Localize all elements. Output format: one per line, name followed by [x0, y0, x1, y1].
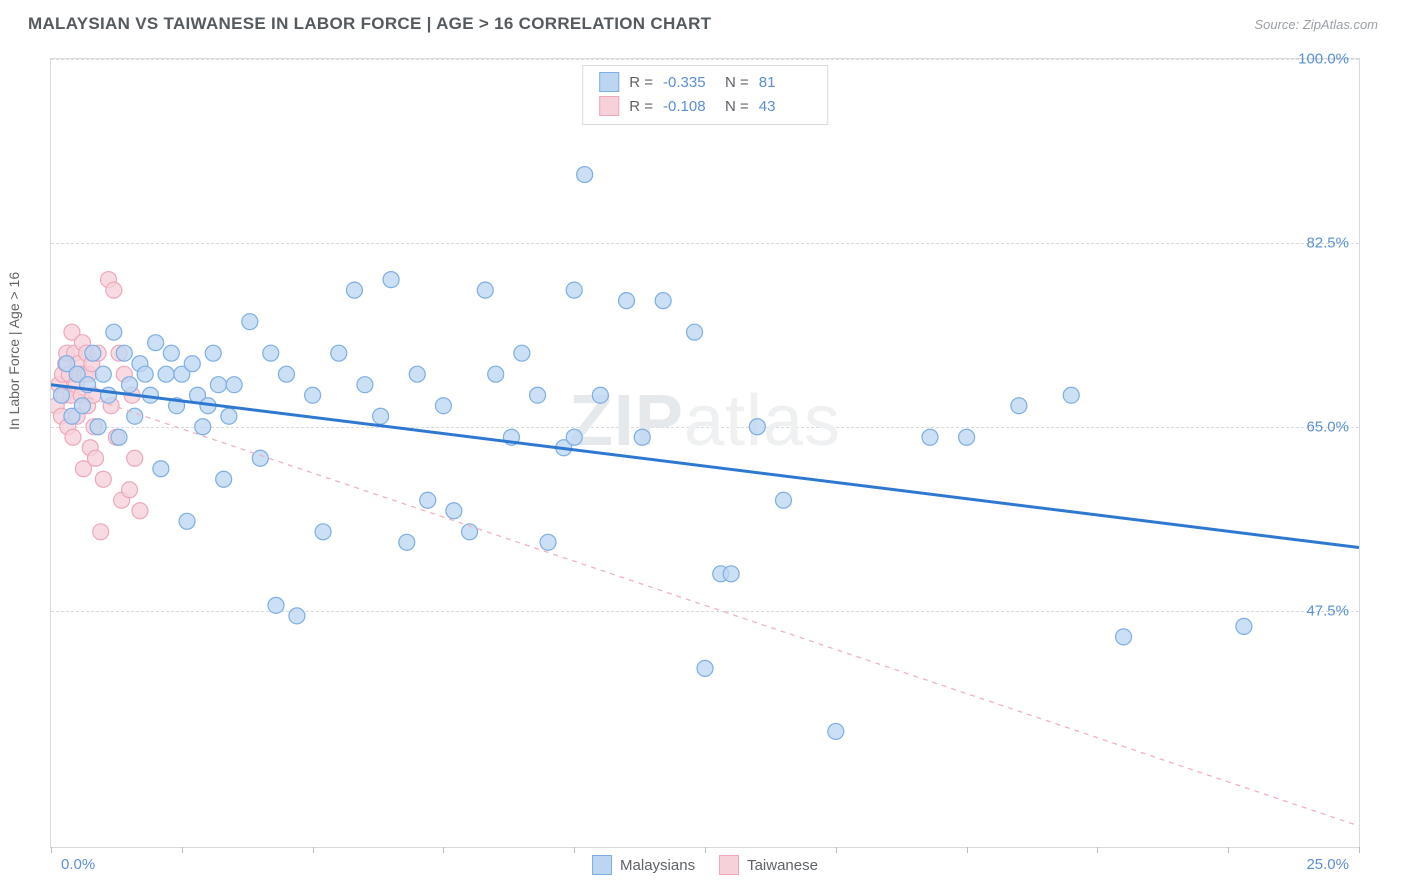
- swatch-pink-icon: [719, 855, 739, 875]
- x-tick: [1359, 847, 1360, 853]
- swatch-blue-icon: [592, 855, 612, 875]
- series-legend: Malaysians Taiwanese: [592, 855, 818, 875]
- x-tick: [705, 847, 706, 853]
- x-tick: [182, 847, 183, 853]
- source-label: Source: ZipAtlas.com: [1254, 17, 1378, 32]
- legend-item-taiwanese: Taiwanese: [719, 855, 818, 875]
- chart-header: MALAYSIAN VS TAIWANESE IN LABOR FORCE | …: [0, 0, 1406, 44]
- x-tick: [443, 847, 444, 853]
- swatch-pink-icon: [599, 96, 619, 116]
- swatch-blue-icon: [599, 72, 619, 92]
- x-tick: [836, 847, 837, 853]
- y-axis-label: In Labor Force | Age > 16: [6, 272, 22, 430]
- stats-row-taiwanese: R = -0.108 N = 43: [599, 94, 811, 118]
- x-tick: [574, 847, 575, 853]
- x-tick: [967, 847, 968, 853]
- stats-row-malaysians: R = -0.335 N = 81: [599, 70, 811, 94]
- chart-plot-area: ZIPatlas R = -0.335 N = 81 R = -0.108 N …: [50, 58, 1360, 848]
- legend-item-malaysians: Malaysians: [592, 855, 695, 875]
- x-tick: [313, 847, 314, 853]
- x-tick: [1228, 847, 1229, 853]
- x-axis-max-label: 25.0%: [1306, 856, 1349, 873]
- plot-svg: [51, 59, 1359, 847]
- x-tick: [51, 847, 52, 853]
- x-tick: [1097, 847, 1098, 853]
- chart-title: MALAYSIAN VS TAIWANESE IN LABOR FORCE | …: [28, 14, 711, 34]
- x-axis-min-label: 0.0%: [61, 856, 95, 873]
- stats-legend: R = -0.335 N = 81 R = -0.108 N = 43: [582, 65, 828, 125]
